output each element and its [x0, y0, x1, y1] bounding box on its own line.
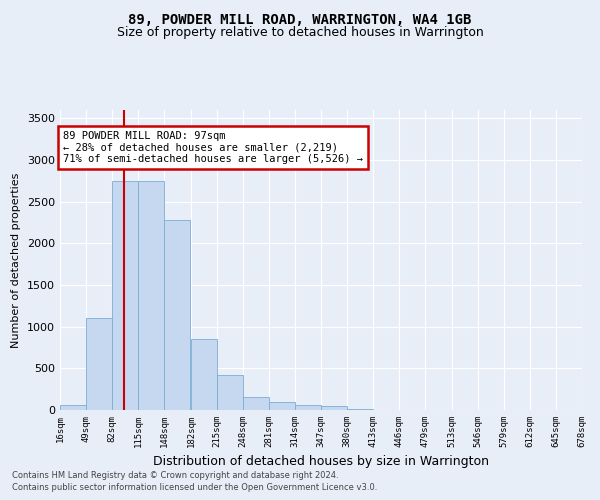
- Text: 89, POWDER MILL ROAD, WARRINGTON, WA4 1GB: 89, POWDER MILL ROAD, WARRINGTON, WA4 1G…: [128, 12, 472, 26]
- Bar: [60, 406, 86, 410]
- Bar: [321, 406, 347, 410]
- Bar: [86, 318, 112, 410]
- Text: Contains HM Land Registry data © Crown copyright and database right 2024.: Contains HM Land Registry data © Crown c…: [12, 471, 338, 480]
- Text: Size of property relative to detached houses in Warrington: Size of property relative to detached ho…: [116, 26, 484, 39]
- Text: Contains public sector information licensed under the Open Government Licence v3: Contains public sector information licen…: [12, 484, 377, 492]
- Bar: [243, 396, 269, 410]
- Text: 89 POWDER MILL ROAD: 97sqm
← 28% of detached houses are smaller (2,219)
71% of s: 89 POWDER MILL ROAD: 97sqm ← 28% of deta…: [63, 131, 363, 164]
- Bar: [112, 181, 138, 410]
- X-axis label: Distribution of detached houses by size in Warrington: Distribution of detached houses by size …: [153, 456, 489, 468]
- Bar: [295, 406, 321, 410]
- Bar: [191, 339, 217, 410]
- Bar: [269, 402, 295, 410]
- Bar: [347, 409, 373, 410]
- Bar: [138, 181, 164, 410]
- Y-axis label: Number of detached properties: Number of detached properties: [11, 172, 22, 348]
- Bar: [217, 375, 243, 410]
- Bar: [164, 220, 190, 410]
